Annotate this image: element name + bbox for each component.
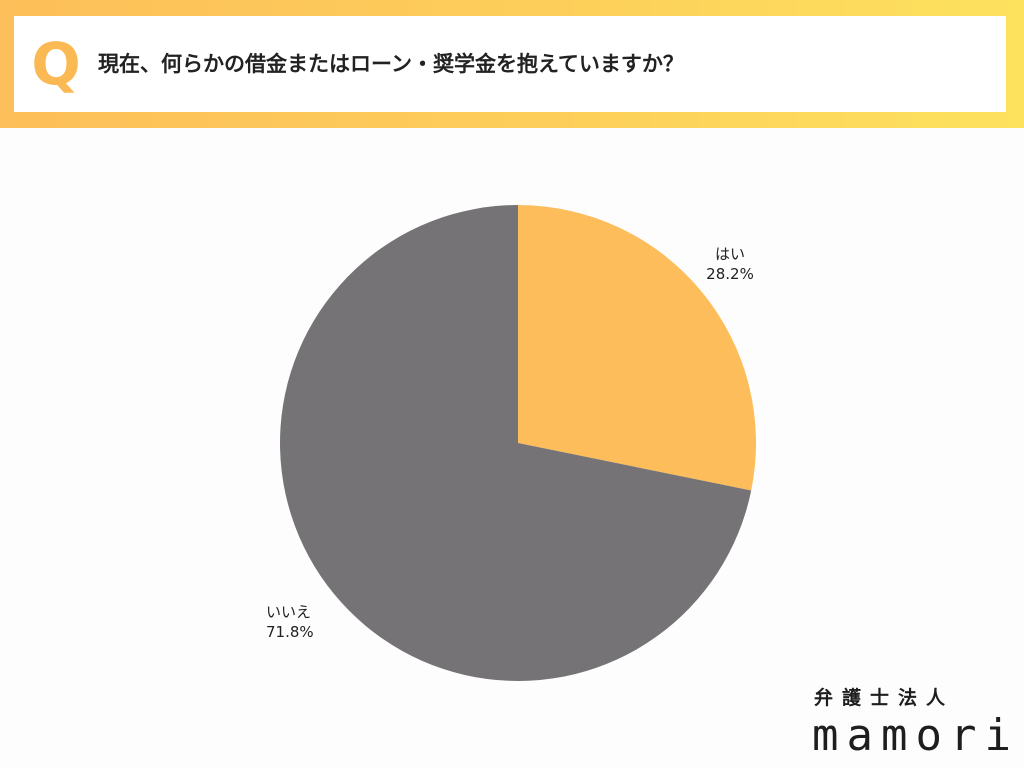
header-panel [14,16,1006,112]
slice-label-yes: はい 28.2% [700,244,760,284]
q-mark-icon: Q [31,30,81,98]
slice-label-no-value: 71.8% [266,623,314,641]
slice-label-no: いいえ 71.8% [266,602,336,642]
question-title: 現在、何らかの借金またはローン・奨学金を抱えていますか？ [98,52,684,76]
slice-label-no-name: いいえ [266,603,312,621]
brand-subtitle: 弁護士法人 [814,687,955,709]
slice-label-yes-value: 28.2% [706,265,754,283]
pie-slice-yes [518,205,756,491]
brand-name: mamori [812,710,1019,761]
slice-label-yes-name: はい [714,245,745,263]
brand-logo: 弁護士法人 mamori [812,686,1012,762]
pie-slice-no [280,205,752,682]
